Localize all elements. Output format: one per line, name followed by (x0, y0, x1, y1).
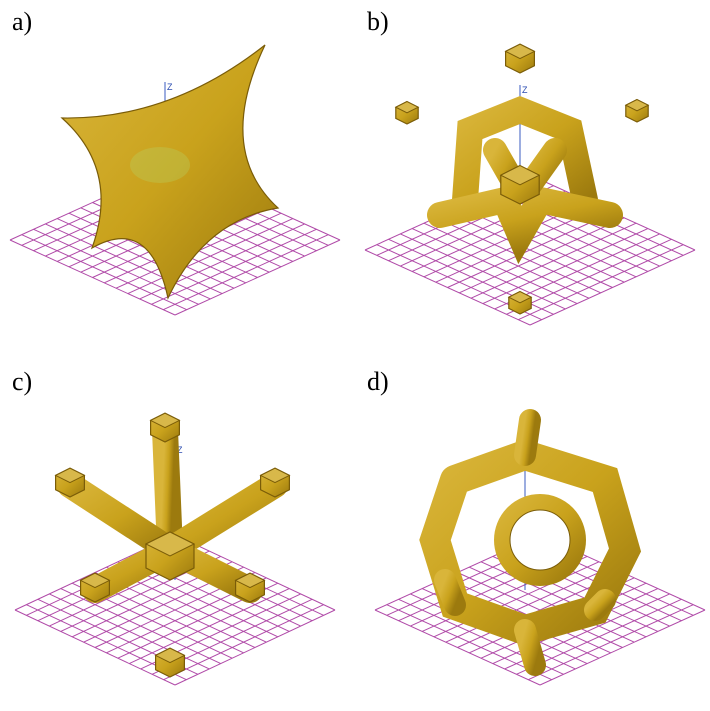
grid-line (528, 604, 694, 681)
cube-top (504, 43, 536, 60)
panel-label: b) (367, 7, 389, 36)
panel-label: c) (12, 367, 32, 396)
surface (60, 44, 280, 300)
grid-line (469, 566, 635, 643)
tube (584, 589, 616, 621)
cube-top (144, 531, 196, 557)
grid-line (470, 222, 637, 299)
grid-line (174, 534, 336, 611)
cube-top (54, 467, 86, 484)
axis-label: Z (177, 445, 183, 455)
grid-line (518, 244, 684, 321)
grid-line (151, 228, 317, 305)
panel-label: a) (12, 7, 32, 36)
grid-line (174, 609, 336, 686)
grid-line (127, 218, 294, 295)
cube-top (624, 99, 650, 112)
panel-label: d) (367, 367, 389, 396)
ring-edge (509, 509, 571, 571)
grid-line (459, 206, 625, 283)
panel: d)Z (367, 367, 706, 686)
cube-top (149, 412, 181, 429)
cube-top (154, 647, 186, 664)
cube-top (259, 467, 291, 484)
cube-top (507, 291, 533, 304)
grid-line (529, 249, 696, 326)
cube-top (79, 572, 111, 589)
tube (157, 472, 288, 563)
tube (434, 569, 466, 616)
highlight (130, 147, 190, 183)
cube-top (394, 101, 420, 114)
panel: a) Z (9, 7, 341, 316)
grid-line (539, 609, 706, 686)
grid-line (447, 212, 613, 288)
cube-top (234, 572, 266, 589)
ring (494, 494, 586, 586)
grid-line (174, 239, 341, 316)
panel: b)Z (364, 7, 696, 326)
panel: c) Z (12, 367, 336, 686)
cube-top (499, 165, 541, 186)
grid-line (163, 234, 329, 311)
grid-line (506, 238, 672, 315)
grid-line (129, 588, 290, 665)
grid-line (163, 604, 324, 681)
tube (514, 619, 546, 676)
tube (452, 95, 598, 213)
tube (152, 417, 183, 563)
axis-label: Z (167, 82, 173, 92)
grid-line (459, 217, 625, 294)
tube (57, 472, 183, 563)
tube (427, 184, 623, 265)
grid-line (480, 561, 647, 638)
tube (514, 409, 541, 466)
grid-line (482, 228, 649, 305)
